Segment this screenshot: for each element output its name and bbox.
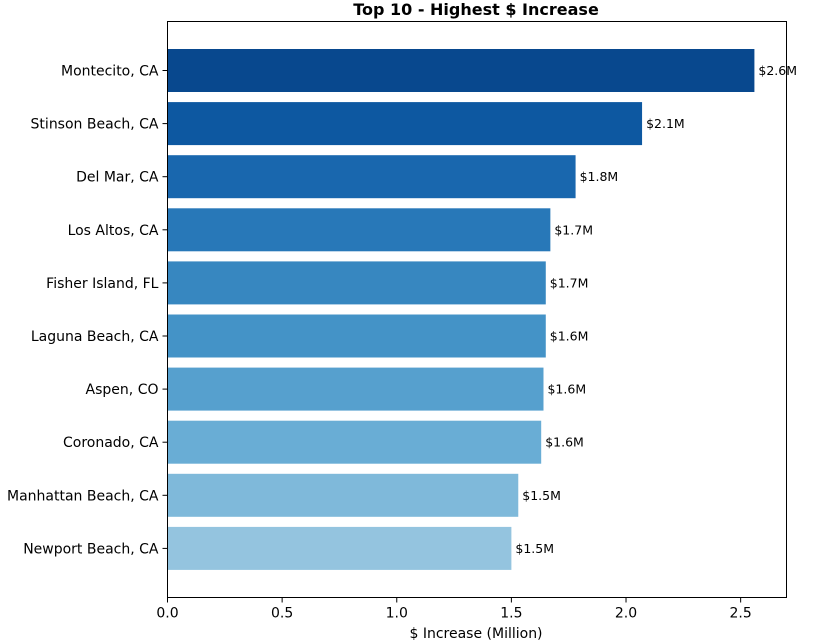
x-tick-label: 0.5 bbox=[271, 606, 293, 622]
bar bbox=[167, 49, 755, 92]
bar bbox=[167, 420, 542, 464]
data-label: $1.6M bbox=[550, 329, 589, 344]
y-tick-label: Los Altos, CA bbox=[68, 223, 159, 239]
x-tick-label: 0.0 bbox=[156, 606, 178, 622]
data-label: $1.5M bbox=[515, 541, 554, 556]
y-tick-label: Laguna Beach, CA bbox=[31, 329, 159, 345]
y-tick-label: Stinson Beach, CA bbox=[31, 117, 159, 133]
y-tick-label: Newport Beach, CA bbox=[23, 541, 159, 557]
y-tick-label: Manhattan Beach, CA bbox=[7, 488, 159, 504]
bar bbox=[167, 261, 546, 305]
data-labels: $2.6M $2.1M $1.8M $1.7M $1.7M $1.6M $1.6M $1.6M… bbox=[515, 63, 797, 556]
y-tick-label: Coronado, CA bbox=[63, 435, 159, 451]
y-tick-label: Fisher Island, FL bbox=[46, 276, 159, 292]
x-tick-label: 1.5 bbox=[500, 606, 522, 622]
bar bbox=[167, 526, 512, 570]
data-label: $2.6M bbox=[758, 63, 797, 78]
bar bbox=[167, 473, 519, 517]
x-tick-label: 2.0 bbox=[615, 606, 637, 622]
data-label: $1.8M bbox=[580, 169, 619, 184]
bar bbox=[167, 367, 544, 411]
data-label: $1.6M bbox=[545, 435, 584, 450]
bars-group bbox=[167, 49, 755, 570]
data-label: $1.6M bbox=[547, 382, 586, 397]
data-label: $1.7M bbox=[550, 275, 589, 290]
data-label: $1.7M bbox=[554, 222, 593, 237]
x-axis-ticks: 0.0 0.5 1.0 1.5 2.0 2.5 bbox=[156, 597, 752, 622]
data-label: $1.5M bbox=[522, 488, 561, 503]
bar bbox=[167, 155, 576, 199]
bar bbox=[167, 314, 546, 358]
plot-frame bbox=[167, 21, 787, 598]
x-tick-label: 2.5 bbox=[730, 606, 752, 622]
chart-title: Top 10 - Highest $ Increase bbox=[353, 0, 599, 19]
y-tick-label: Aspen, CO bbox=[86, 382, 159, 398]
x-tick-label: 1.0 bbox=[386, 606, 408, 622]
bar bbox=[167, 102, 643, 146]
y-tick-label: Montecito, CA bbox=[61, 64, 159, 80]
bar bbox=[167, 208, 551, 252]
x-axis-label: $ Increase (Million) bbox=[409, 626, 542, 642]
data-label: $2.1M bbox=[646, 116, 685, 131]
y-tick-label: Del Mar, CA bbox=[76, 170, 159, 186]
y-tick-labels: Montecito, CA Stinson Beach, CA Del Mar, C… bbox=[7, 64, 168, 557]
